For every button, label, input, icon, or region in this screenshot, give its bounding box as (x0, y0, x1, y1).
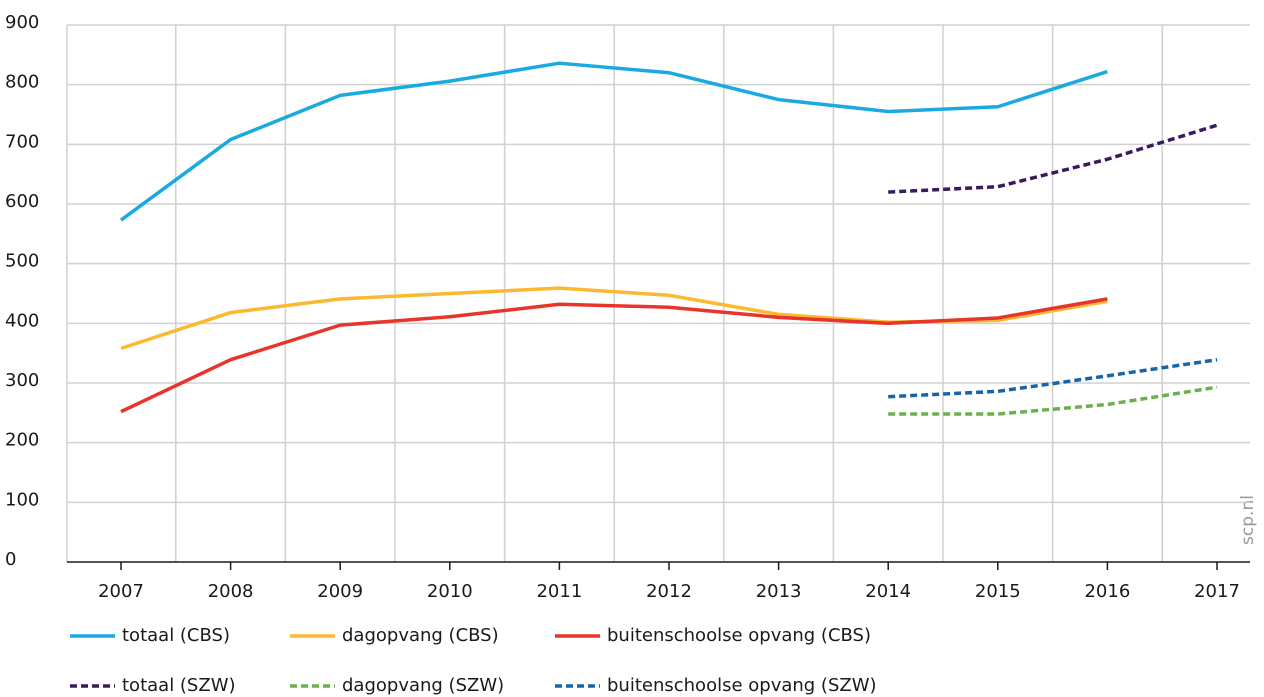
x-tick-label: 2012 (646, 581, 692, 602)
x-tick-label: 2007 (98, 581, 144, 602)
series-line (888, 385, 1218, 416)
x-tick-label: 2015 (975, 581, 1021, 602)
legend-label: totaal (SZW) (122, 675, 236, 696)
x-tick-label: 2009 (317, 581, 363, 602)
series-line (888, 123, 1218, 194)
x-tick-label: 2011 (536, 581, 582, 602)
y-tick-label: 400 (5, 310, 39, 331)
series-line (888, 357, 1218, 399)
legend-label: dagopvang (SZW) (342, 675, 504, 696)
legend-label: dagopvang (CBS) (342, 625, 499, 646)
series-line (120, 297, 1108, 414)
legend-label: buitenschoolse opvang (CBS) (607, 625, 871, 646)
y-tick-label: 200 (5, 430, 39, 451)
y-tick-label: 800 (5, 72, 39, 93)
x-tick-label: 2017 (1194, 581, 1240, 602)
y-tick-label: 700 (5, 131, 39, 152)
series-line (119, 61, 1108, 222)
x-tick-label: 2008 (208, 581, 254, 602)
y-tick-label: 900 (5, 12, 39, 33)
y-tick-label: 100 (5, 489, 39, 510)
y-tick-label: 0 (5, 549, 16, 570)
x-tick-label: 2014 (865, 581, 911, 602)
y-tick-label: 300 (5, 370, 39, 391)
legend-label: buitenschoolse opvang (SZW) (607, 675, 877, 696)
x-tick-label: 2016 (1084, 581, 1130, 602)
legend-label: totaal (CBS) (122, 625, 230, 646)
y-tick-label: 600 (5, 191, 39, 212)
watermark: scp.nl (1238, 495, 1258, 545)
y-tick-label: 500 (5, 251, 39, 272)
x-tick-label: 2010 (427, 581, 473, 602)
x-tick-label: 2013 (756, 581, 802, 602)
